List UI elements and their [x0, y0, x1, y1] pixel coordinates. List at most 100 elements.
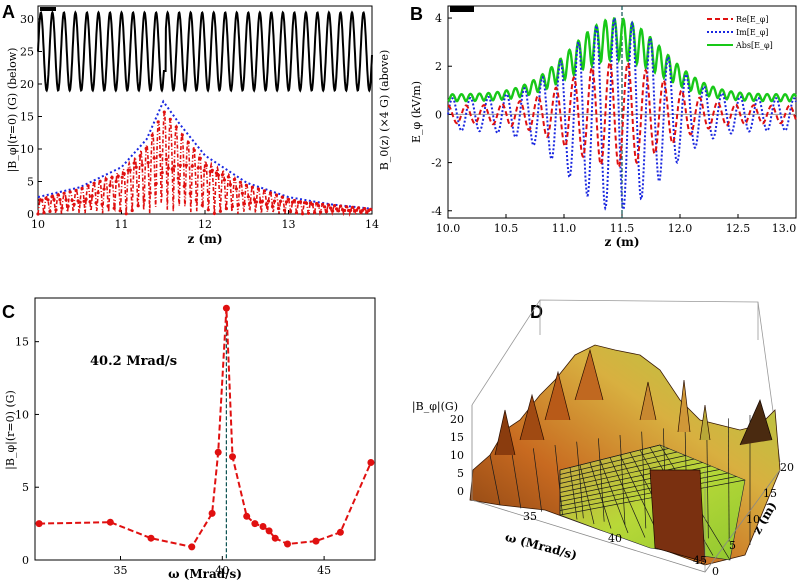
panel-a-data-point [84, 197, 88, 201]
panel-c-ytick-label: 0 [22, 554, 29, 567]
panel-a-data-point [260, 199, 264, 203]
panel-b-im-curve [447, 17, 797, 212]
panel-a-data-point [335, 207, 339, 211]
panel-a-scalebar [40, 7, 56, 11]
panel-c-data-point [243, 512, 251, 520]
surface-mesh-line [597, 438, 605, 522]
panel-a-data-point [202, 169, 206, 173]
panel-a-envelope-fit [37, 99, 373, 210]
surface-mesh-line [641, 431, 647, 529]
panel-a-data-point [194, 198, 198, 202]
panel-a-xtick-label: 14 [365, 218, 379, 231]
box-front-edges [471, 405, 781, 573]
surface-mesh-line [554, 444, 563, 516]
surface-mesh-line [576, 441, 584, 519]
panel-a-data-point [250, 185, 254, 189]
panel-a-data-point [184, 163, 188, 167]
panel-a-chart: 0 5 10 15 20 25 30 10 11 12 13 14 z (m) |B_φ|(r=0)… [6, 5, 391, 246]
panel-a-data-point [128, 168, 132, 172]
panel-a-data-point [152, 156, 156, 160]
panel-a-xtick-label: 10 [31, 218, 45, 231]
panel-a-data-point [112, 206, 116, 210]
panel-a-data-point [222, 178, 226, 182]
panel-a-data-point [186, 141, 190, 145]
panel-a-data-point [210, 168, 214, 172]
panel-b-ytick-label: 0 [435, 108, 442, 121]
panel-a-data-point [92, 181, 96, 185]
panel-a-data-point [339, 204, 343, 208]
panel-b-xtick-label: 11.5 [610, 222, 635, 235]
panel-a-data-point [60, 206, 64, 210]
panel-a-data-point [226, 175, 230, 179]
panel-a-data-point [214, 171, 218, 175]
panel-a-data-point [317, 204, 321, 208]
panel-b-xtick-label: 10.0 [436, 222, 461, 235]
panel-a-data-point [168, 117, 172, 121]
panel-a-data-point [327, 203, 331, 207]
panel-a-ytick-label: 0 [27, 208, 34, 221]
panel-a-data-point [246, 195, 250, 199]
panel-a-xtick-label: 11 [115, 218, 129, 231]
panel-a-data-point [46, 198, 50, 202]
panel-a-xtick-label: 13 [282, 218, 296, 231]
panel-a-data-point [284, 200, 289, 204]
panel-a-ytick-label: 15 [20, 111, 34, 124]
panel-b-xtick-label: 10.5 [494, 222, 519, 235]
panel-b-ytick-label: -2 [431, 157, 442, 170]
panel-a-data-point [343, 208, 347, 213]
panel-a-data-point [154, 181, 158, 186]
panel-a-data-point [230, 204, 234, 209]
panel-b-xtick-label: 11.0 [552, 222, 577, 235]
panel-d-xtick-label: 45 [693, 554, 707, 567]
panel-a-data-point [96, 191, 100, 195]
panel-a-data-point [122, 172, 126, 176]
panel-a-data-point [170, 167, 174, 171]
surface-mesh-line [727, 418, 730, 542]
panel-a-data-point [292, 199, 297, 203]
panel-label-c: C [2, 302, 15, 322]
surface-mesh-line [489, 454, 501, 506]
panel-a-data-point [108, 183, 112, 187]
panel-c-data-point [271, 534, 279, 542]
panel-b-ytick-label: -4 [431, 205, 442, 218]
panel-a-ytick-label: 25 [20, 46, 34, 59]
panel-c-xlabel: ω (Mrad/s) [168, 567, 242, 581]
panel-c-ylabel: |B_φ|(r=0) (G) [4, 390, 18, 470]
panel-d-ztick-label: 15 [450, 431, 464, 444]
panel-a-data-point [90, 194, 94, 198]
panel-a-ytick-label: 5 [27, 176, 34, 189]
panel-a-data-point [206, 208, 210, 212]
panel-a-data-point [323, 205, 327, 209]
panel-c-data-point [284, 540, 291, 548]
panel-d-ztick-label: 5 [457, 467, 464, 480]
panel-a-data-point [232, 177, 236, 182]
surface-mesh-line [559, 448, 669, 475]
panel-d-ztick-label: 20 [450, 413, 464, 426]
panel-a-data-point [74, 188, 78, 192]
panel-a-data-point [234, 187, 238, 191]
panel-a-data-point [148, 191, 152, 195]
panel-a-b0-curve [37, 10, 373, 93]
panel-a-data-point [355, 208, 359, 212]
panel-a-data-point [278, 199, 283, 203]
panel-c-chart: 0 5 10 15 35 40 45 40.2 Mrad/s ω (Mrad/s) |B_… [4, 297, 376, 581]
panel-a-data-point [286, 197, 291, 201]
panel-a-data-point [80, 186, 84, 190]
panel-b-xtick-label: 12.5 [726, 222, 751, 235]
panel-a-data-point [294, 211, 299, 215]
panel-c-data-point [229, 453, 236, 461]
panel-a-data-point [82, 199, 86, 203]
panel-a-ylabel-left: |B_φ|(r=0) (G) (below) [6, 48, 20, 173]
panel-a-data-point [160, 171, 164, 175]
panel-a-data-point [164, 157, 168, 161]
panel-b-xtick-label: 12.0 [668, 222, 693, 235]
panel-c-data-point [251, 520, 259, 528]
panel-a-data-point [110, 175, 114, 180]
panel-a-data-point [363, 207, 367, 211]
surface-mesh-line [599, 459, 629, 534]
panel-a-data-point [212, 211, 216, 216]
panel-c-data-point [35, 520, 43, 528]
panel-a-data-point [240, 191, 244, 195]
